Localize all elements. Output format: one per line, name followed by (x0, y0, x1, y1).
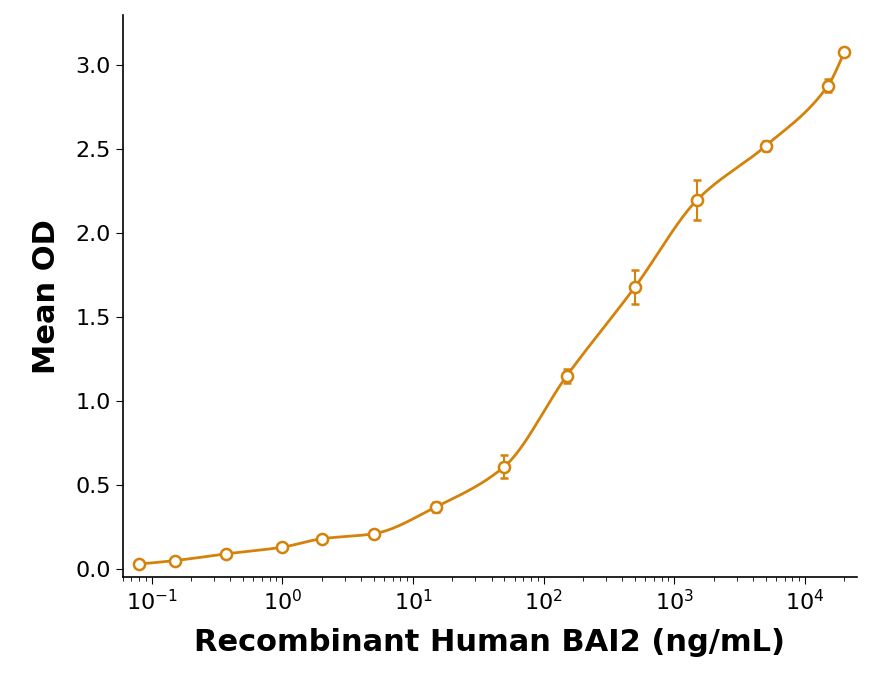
Y-axis label: Mean OD: Mean OD (32, 219, 61, 374)
X-axis label: Recombinant Human BAI2 (ng/mL): Recombinant Human BAI2 (ng/mL) (194, 628, 786, 657)
